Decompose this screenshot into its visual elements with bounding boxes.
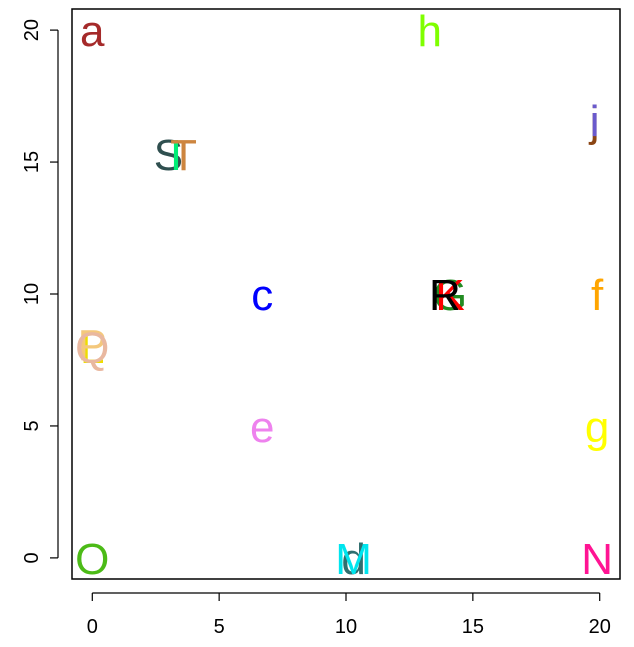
point-label-f: f xyxy=(591,271,604,320)
x-tick-label: 15 xyxy=(462,616,484,638)
point-label-h: h xyxy=(417,7,441,56)
point-label-I: I xyxy=(170,131,182,180)
point-label-d: d xyxy=(341,535,365,584)
y-tick-label: 5 xyxy=(21,420,43,431)
y-tick-label: 15 xyxy=(21,151,43,173)
point-label-T: T xyxy=(170,131,197,180)
point-label-L: L xyxy=(80,324,104,373)
point-label-P: P xyxy=(78,321,107,370)
x-tick-label: 10 xyxy=(335,616,357,638)
point-label-K: K xyxy=(435,271,464,320)
point-label-M: M xyxy=(335,535,372,584)
point-label-i: i xyxy=(590,97,600,146)
x-axis: 0 5 10 15 20 xyxy=(87,592,611,638)
point-label-O: O xyxy=(75,535,109,584)
point-label-j: j xyxy=(588,97,600,146)
y-axis: 0 5 10 15 20 xyxy=(21,19,59,563)
point-label-c: c xyxy=(251,271,273,320)
plot-frame xyxy=(71,8,621,580)
point-label-g: g xyxy=(585,403,609,452)
point-label-Q: Q xyxy=(75,324,109,373)
x-tick-label: 20 xyxy=(589,616,611,638)
x-tick-label: 0 xyxy=(87,616,98,638)
y-tick-label: 20 xyxy=(21,19,43,41)
point-label-S: S xyxy=(154,131,183,180)
y-tick-label: 10 xyxy=(21,283,43,305)
y-tick-label: 0 xyxy=(21,552,43,563)
point-label-a: a xyxy=(80,7,105,56)
point-label-e: e xyxy=(250,403,274,452)
point-label-R: R xyxy=(429,271,461,320)
x-tick-label: 5 xyxy=(214,616,225,638)
point-label-G: G xyxy=(433,271,467,320)
point-label-N: N xyxy=(581,535,613,584)
